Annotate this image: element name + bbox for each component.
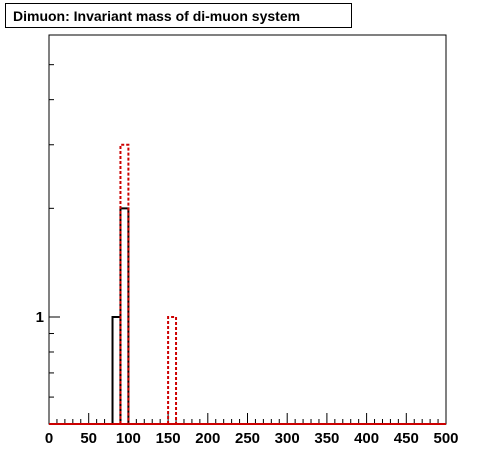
x-tick-label: 250 [235, 430, 260, 447]
plot-frame [48, 34, 447, 425]
x-tick-label: 450 [394, 430, 419, 447]
histogram-bin-series-1 [167, 316, 178, 424]
x-tick-label: 150 [156, 430, 181, 447]
x-tick-label: 100 [116, 430, 141, 447]
y-tick-label: 1 [36, 309, 44, 326]
x-tick-label: 500 [433, 430, 458, 447]
x-tick-label: 300 [275, 430, 300, 447]
chart-title: Dimuon: Invariant mass of di-muon system [5, 3, 352, 28]
x-tick-label: 350 [314, 430, 339, 447]
histogram-bin-series-0 [119, 207, 130, 424]
x-tick-label: 50 [80, 430, 97, 447]
x-tick-label: 0 [45, 430, 53, 447]
histogram-bin-series-0 [111, 316, 122, 424]
x-tick-label: 200 [195, 430, 220, 447]
x-tick-label: 400 [354, 430, 379, 447]
histogram-bin-series-1 [119, 143, 130, 424]
